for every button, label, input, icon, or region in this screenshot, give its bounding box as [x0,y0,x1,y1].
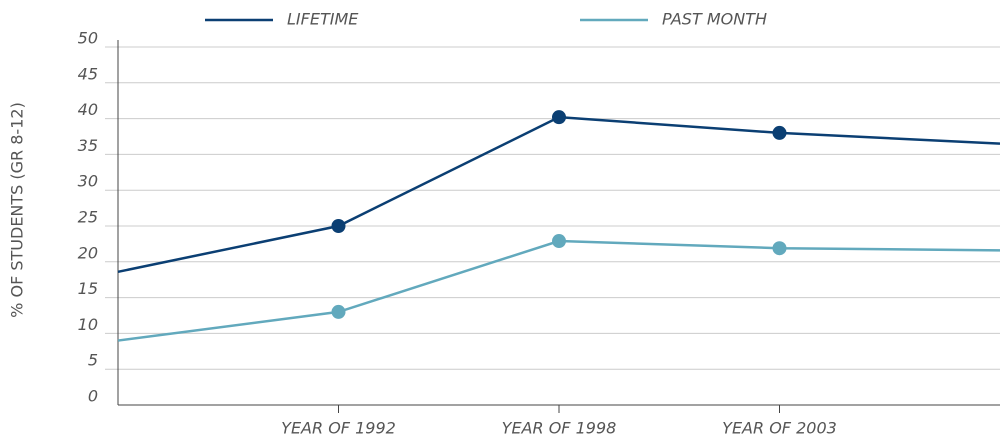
y-tick-label: 15 [78,279,98,298]
y-tick-label: 50 [78,29,98,48]
point [552,110,566,125]
point [772,241,787,256]
y-axis-label: % OF STUDENTS (GR 8-12) [8,102,27,318]
y-tick-label: 30 [78,172,98,191]
legend-label: LIFETIME [287,10,359,29]
point [552,234,566,249]
series-line [117,239,1000,342]
y-tick-label: 20 [78,243,98,262]
y-tick-label: 35 [78,136,98,155]
x-tick-label: YEAR OF 1998 [502,419,617,438]
y-tick-label: 25 [78,208,98,227]
y-tick-label: 40 [78,100,98,119]
y-tick-label: 10 [78,315,98,334]
point [331,304,346,319]
x-tick-label: YEAR OF 1992 [281,419,396,438]
point [772,125,787,140]
x-tick-label: YEAR OF 2003 [722,419,837,438]
point [331,219,346,233]
y-tick-label: 5 [88,351,98,370]
legend-label: PAST MONTH [662,10,767,29]
y-tick-label: 45 [78,64,98,83]
y-tick-label: 0 [88,387,98,406]
